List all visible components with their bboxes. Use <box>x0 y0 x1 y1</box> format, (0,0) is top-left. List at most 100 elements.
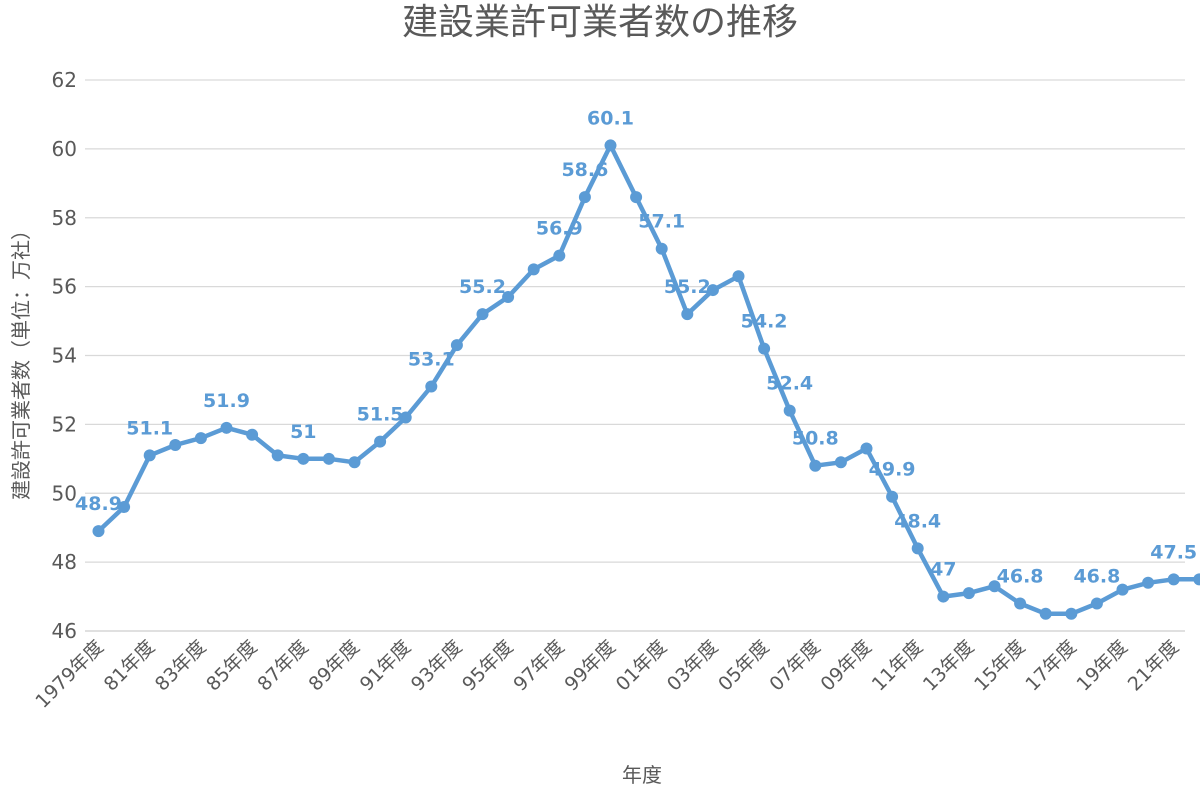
data-point <box>578 191 591 204</box>
data-point <box>297 452 310 465</box>
y-tick-label: 46 <box>52 619 77 643</box>
data-point <box>348 456 361 469</box>
y-tick-label: 48 <box>52 550 77 574</box>
data-point <box>630 191 643 204</box>
data-point <box>732 270 745 283</box>
data-label: 46.8 <box>1073 565 1120 587</box>
data-point <box>374 435 387 448</box>
x-tick-label: 01年度 <box>612 636 672 696</box>
data-point <box>246 428 259 441</box>
data-label: 58.6 <box>561 159 608 181</box>
y-tick-label: 60 <box>52 137 77 161</box>
data-label: 47 <box>930 559 956 581</box>
x-tick-label: 99年度 <box>561 636 621 696</box>
x-tick-label: 13年度 <box>919 636 979 696</box>
data-label: 51.9 <box>203 390 250 412</box>
x-tick-label: 09年度 <box>817 636 877 696</box>
x-axis-title: 年度 <box>622 763 662 787</box>
data-point <box>1039 607 1052 620</box>
x-tick-label: 85年度 <box>202 636 262 696</box>
data-point <box>425 380 438 393</box>
x-tick-label: 91年度 <box>356 636 416 696</box>
data-label: 48.9 <box>75 493 122 515</box>
chart-title: 建設業許可業者数の推移 <box>402 2 798 43</box>
y-tick-label: 58 <box>52 206 77 230</box>
data-label: 57.1 <box>638 211 685 233</box>
data-point <box>399 411 412 424</box>
data-point <box>911 542 924 555</box>
data-label: 51.5 <box>357 404 404 426</box>
data-point <box>169 439 182 452</box>
data-label: 51.1 <box>126 417 173 439</box>
gridlines <box>85 79 1185 632</box>
data-label: 52.4 <box>766 373 813 395</box>
x-tick-label: 89年度 <box>305 636 365 696</box>
x-tick-label: 05年度 <box>714 636 774 696</box>
y-tick-label: 62 <box>52 68 77 92</box>
data-label: 55.2 <box>664 276 711 298</box>
data-label: 50.8 <box>792 428 839 450</box>
data-point <box>1014 597 1027 610</box>
data-point <box>194 432 207 445</box>
data-label: 46.8 <box>997 565 1044 587</box>
data-point <box>758 342 771 355</box>
y-tick-label: 50 <box>52 481 77 505</box>
data-point <box>655 242 668 255</box>
data-point <box>220 421 233 434</box>
data-point <box>1193 573 1200 586</box>
y-tick-label: 52 <box>52 412 77 436</box>
y-tick-label: 54 <box>52 344 77 368</box>
x-tick-label: 19年度 <box>1073 636 1133 696</box>
data-label: 49.9 <box>869 459 916 481</box>
data-point <box>1167 573 1180 586</box>
data-point <box>143 449 156 462</box>
x-tick-label: 1979年度 <box>31 636 108 713</box>
x-tick-label: 11年度 <box>868 636 928 696</box>
data-point <box>1142 576 1155 589</box>
data-point <box>271 449 284 462</box>
data-labels: 48.9 51.1 51.9 51 51.5 53.1 55.2 56.9 58.6 60.1 57… <box>75 107 1197 587</box>
data-label: 56.9 <box>536 218 583 240</box>
x-tick-label: 83年度 <box>151 636 211 696</box>
data-point <box>860 442 873 455</box>
x-tick-label: 07年度 <box>765 636 825 696</box>
data-point <box>604 139 617 152</box>
data-point <box>937 590 950 603</box>
data-point <box>886 490 899 503</box>
data-point <box>92 525 105 538</box>
x-tick-label: 97年度 <box>509 636 569 696</box>
data-point <box>476 308 489 321</box>
data-point <box>809 459 822 472</box>
data-label: 47.5 <box>1150 541 1197 563</box>
data-label: 51 <box>290 421 316 443</box>
data-label: 60.1 <box>587 107 634 129</box>
data-point <box>1065 607 1078 620</box>
data-markers <box>92 139 1200 620</box>
y-axis-title: 建設許可業者数（単位：万社） <box>9 220 33 500</box>
x-tick-label: 95年度 <box>458 636 518 696</box>
data-point <box>706 284 719 297</box>
data-label: 48.4 <box>894 510 941 532</box>
data-point <box>527 263 540 276</box>
x-axis-ticks: 1979年度81年度83年度85年度87年度89年度91年度93年度95年度97… <box>31 636 1183 713</box>
data-point <box>1116 583 1129 596</box>
data-point <box>834 456 847 469</box>
data-point <box>502 290 515 303</box>
data-point <box>988 580 1001 593</box>
data-label: 55.2 <box>459 276 506 298</box>
data-point <box>118 501 131 514</box>
y-axis-ticks: 46 48 50 52 54 56 58 60 62 <box>52 68 77 643</box>
x-tick-label: 21年度 <box>1124 636 1184 696</box>
x-tick-label: 15年度 <box>970 636 1030 696</box>
data-label: 54.2 <box>741 311 788 333</box>
x-tick-label: 03年度 <box>663 636 723 696</box>
y-tick-label: 56 <box>52 275 77 299</box>
data-point <box>553 249 566 262</box>
data-point <box>450 339 463 352</box>
data-point <box>783 404 796 417</box>
data-label: 53.1 <box>408 348 455 370</box>
data-point <box>962 587 975 600</box>
x-tick-label: 87年度 <box>253 636 313 696</box>
x-tick-label: 81年度 <box>100 636 160 696</box>
